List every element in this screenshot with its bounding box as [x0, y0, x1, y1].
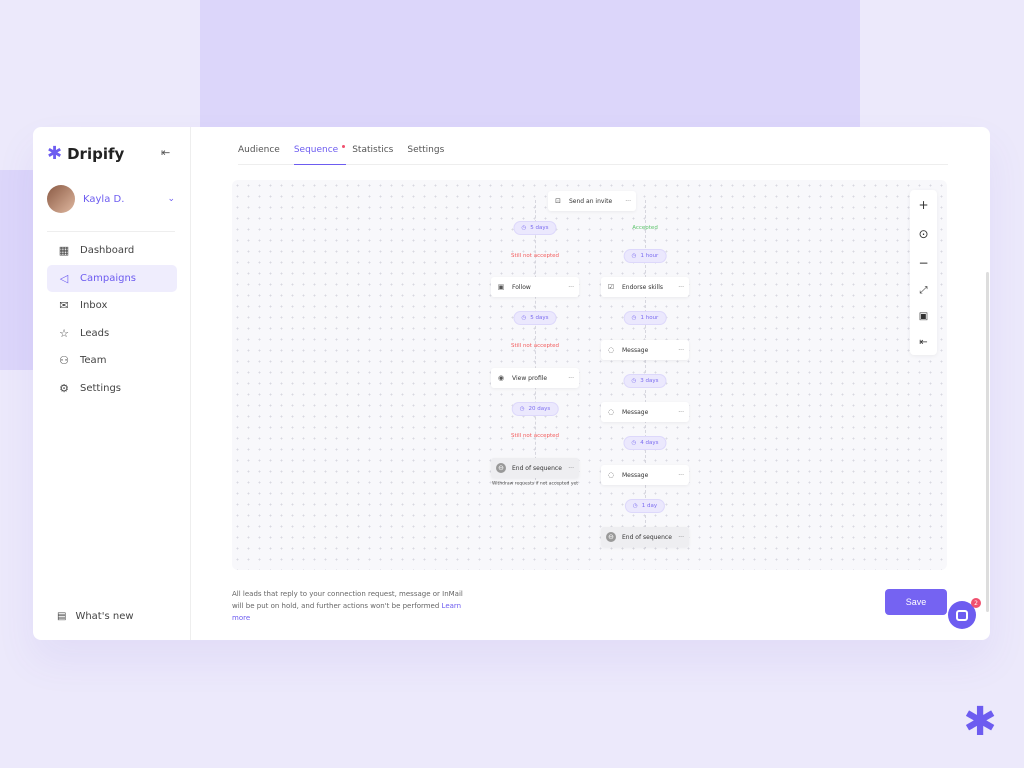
learn-more-link[interactable]: Learn more — [232, 602, 462, 622]
stop-icon: ⊖ — [496, 463, 506, 473]
clock-icon: ◷ — [632, 503, 638, 509]
tab-sequence[interactable]: Sequence — [293, 145, 347, 165]
user-menu[interactable]: Kayla D. ⌄ — [47, 185, 175, 213]
whats-new-link[interactable]: ▤ What's new — [57, 611, 134, 622]
more-icon[interactable]: ··· — [678, 471, 684, 479]
condition-label: Accepted — [632, 225, 658, 231]
delay-pill[interactable]: ◷ 1 day — [624, 499, 666, 513]
delay-pill[interactable]: ◷ 3 days — [623, 374, 667, 388]
mail-icon: ✉ — [59, 299, 69, 313]
delay-pill[interactable]: ◷ 4 days — [623, 436, 667, 450]
delay-pill[interactable]: ◷ 1 hour — [623, 311, 667, 325]
node-message[interactable]: ◌ Message ··· — [601, 402, 689, 422]
delay-pill[interactable]: ◷ 1 hour — [623, 249, 667, 263]
tab-bar: Audience Sequence Statistics Settings — [238, 145, 948, 165]
sidebar-item-leads[interactable]: ☆ Leads — [47, 320, 177, 348]
sidebar-item-inbox[interactable]: ✉ Inbox — [47, 292, 177, 320]
sidebar-item-dashboard[interactable]: ▦ Dashboard — [58, 244, 135, 258]
message-icon: ◌ — [607, 471, 615, 479]
invite-icon: ⊡ — [555, 197, 561, 205]
clock-icon: ◷ — [521, 225, 527, 231]
clock-icon: ◷ — [519, 406, 525, 412]
more-icon[interactable]: ··· — [568, 464, 574, 472]
logo[interactable]: ✱ Dripify — [47, 143, 125, 164]
more-icon[interactable]: ··· — [568, 374, 574, 382]
save-button[interactable]: Save — [885, 589, 947, 615]
sidebar-item-team[interactable]: ⚇ Team — [47, 347, 177, 375]
message-icon: ◌ — [607, 346, 615, 354]
node-view-profile[interactable]: ◉ View profile ··· — [491, 368, 579, 388]
zoom-in-icon[interactable]: + — [918, 197, 929, 212]
node-send-invite[interactable]: ⊡ Send an invite ··· — [548, 191, 636, 211]
save-icon[interactable]: ▣ — [918, 310, 929, 322]
reply-note: All leads that reply to your connection … — [232, 590, 463, 622]
follow-icon: ▣ — [497, 283, 505, 291]
more-icon[interactable]: ··· — [625, 197, 631, 205]
node-message[interactable]: ◌ Message ··· — [601, 340, 689, 360]
withdraw-note: Withdraw requests if not accepted yet — [491, 481, 579, 487]
news-icon: ▤ — [57, 611, 67, 622]
fit-screen-icon[interactable]: ⤢ — [919, 284, 928, 296]
grid-icon: ▦ — [58, 244, 70, 258]
chat-button[interactable]: 2 — [948, 598, 981, 629]
canvas-controls: + ⊙ − ⤢ ▣ ⇤ — [910, 190, 937, 355]
check-icon: ☑ — [607, 283, 615, 291]
node-endorse-skills[interactable]: ☑ Endorse skills ··· — [601, 277, 689, 297]
tab-settings[interactable]: Settings — [407, 145, 445, 155]
condition-label: Still not accepted — [510, 343, 560, 349]
more-icon[interactable]: ··· — [568, 283, 574, 291]
zoom-out-icon[interactable]: − — [918, 255, 929, 270]
megaphone-icon: ◁ — [59, 271, 69, 285]
delay-pill[interactable]: ◷ 20 days — [511, 402, 559, 416]
more-icon[interactable]: ··· — [678, 283, 684, 291]
collapse-sidebar-icon[interactable]: ⇤ — [161, 146, 171, 159]
more-icon[interactable]: ··· — [678, 346, 684, 354]
eye-icon: ◉ — [497, 374, 505, 382]
tab-audience[interactable]: Audience — [238, 145, 280, 155]
condition-label: Still not accepted — [510, 433, 560, 439]
center-icon[interactable]: ⊙ — [918, 226, 929, 241]
node-message[interactable]: ◌ Message ··· — [601, 465, 689, 485]
delay-pill[interactable]: ◷ 5 days — [513, 311, 557, 325]
clock-icon: ◷ — [631, 378, 637, 384]
node-end-of-sequence[interactable]: ⊖ End of sequence ··· — [491, 458, 579, 478]
star-icon: ☆ — [59, 326, 69, 340]
sidebar-item-campaigns[interactable]: ◁ Campaigns — [47, 264, 177, 292]
chat-icon — [956, 609, 968, 621]
gear-icon: ⚙ — [59, 381, 69, 395]
chevron-down-icon: ⌄ — [167, 194, 175, 204]
divider — [47, 231, 175, 232]
brand-mark-icon: ✱ — [963, 699, 997, 745]
clock-icon: ◷ — [631, 440, 637, 446]
users-icon: ⚇ — [59, 354, 69, 368]
more-icon[interactable]: ··· — [678, 408, 684, 416]
message-icon: ◌ — [607, 408, 615, 416]
condition-label: Still not accepted — [510, 253, 560, 259]
node-follow[interactable]: ▣ Follow ··· — [491, 277, 579, 297]
notification-badge: 2 — [971, 598, 981, 608]
connector — [535, 200, 536, 480]
clock-icon: ◷ — [631, 253, 637, 259]
sequence-canvas[interactable]: ⊡ Send an invite ··· ◷ 5 days Accepted Stil… — [232, 180, 947, 570]
node-end-of-sequence[interactable]: ⊖ End of sequence ··· — [601, 527, 689, 547]
avatar — [47, 185, 75, 213]
stop-icon: ⊖ — [606, 532, 616, 542]
clock-icon: ◷ — [521, 315, 527, 321]
more-icon[interactable]: ··· — [678, 533, 684, 541]
tab-statistics[interactable]: Statistics — [352, 145, 394, 155]
delay-pill[interactable]: ◷ 5 days — [513, 221, 557, 235]
sidebar: ✱ Dripify ⇤ Kayla D. ⌄ ▦ Dashboard ◁ Campaig… — [33, 127, 191, 640]
scrollbar[interactable] — [986, 272, 989, 612]
main-panel: Audience Sequence Statistics Settings ⊡ S… — [212, 127, 967, 632]
clock-icon: ◷ — [631, 315, 637, 321]
app-window: ✱ Dripify ⇤ Kayla D. ⌄ ▦ Dashboard ◁ Campaig… — [33, 127, 990, 640]
logo-icon: ✱ — [47, 143, 63, 164]
sidebar-item-settings[interactable]: ⚙ Settings — [47, 375, 177, 403]
exit-icon[interactable]: ⇤ — [919, 336, 928, 348]
